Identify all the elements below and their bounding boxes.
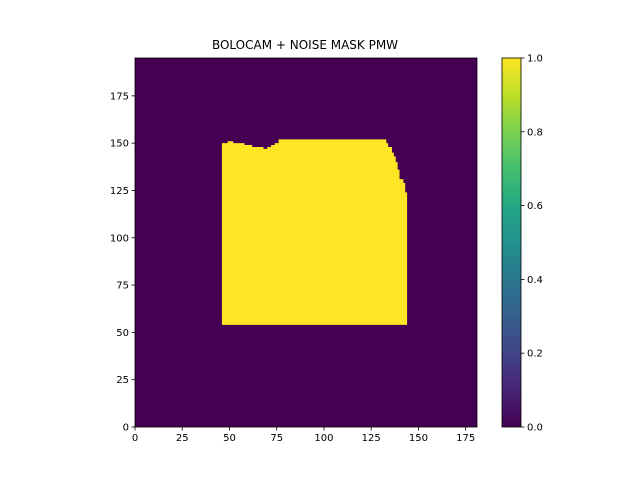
x-tick-label: 150 [409, 433, 428, 444]
x-tick-label: 75 [270, 433, 283, 444]
y-tick-label: 75 [116, 281, 129, 292]
y-tick-label: 175 [110, 91, 129, 102]
plot-frame [134, 57, 478, 428]
colorbar-tick-label: 0.8 [527, 127, 543, 138]
x-tick-label: 0 [132, 433, 138, 444]
colorbar: 0.0 0.2 0.4 0.6 0.8 1.0 [501, 54, 543, 434]
colorbar-tick-label: 1.0 [527, 54, 543, 65]
y-axis: 0 25 50 75 100 125 150 175 [110, 91, 135, 434]
y-tick-label: 25 [116, 375, 129, 386]
x-tick-label: 100 [314, 433, 333, 444]
colorbar-tick-label: 0.4 [527, 275, 543, 286]
y-tick-label: 0 [123, 423, 129, 434]
x-tick-label: 50 [223, 433, 236, 444]
colorbar-tick-label: 0.2 [527, 349, 543, 360]
x-tick-label: 25 [176, 433, 189, 444]
colorbar-gradient [501, 57, 522, 428]
x-tick-label: 175 [456, 433, 475, 444]
y-tick-label: 125 [110, 186, 129, 197]
colorbar-tick-label: 0.0 [527, 423, 543, 434]
chart-title: BOLOCAM + NOISE MASK PMW [212, 38, 398, 52]
y-tick-label: 100 [110, 233, 129, 244]
heatmap-plot [134, 57, 478, 428]
y-tick-label: 50 [116, 328, 129, 339]
x-tick-label: 125 [362, 433, 381, 444]
mask-region [221, 139, 408, 325]
x-axis: 0 25 50 75 100 125 150 175 [132, 427, 475, 444]
y-tick-label: 150 [110, 139, 129, 150]
colorbar-tick-label: 0.6 [527, 201, 543, 212]
